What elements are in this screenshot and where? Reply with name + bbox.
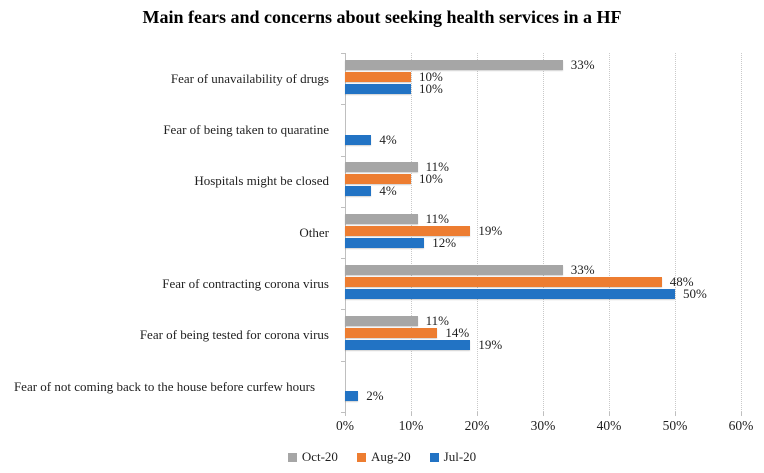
- value-axis-tick: [411, 412, 412, 416]
- x-tick-label: 60%: [728, 418, 754, 433]
- category-label: Other: [299, 224, 329, 240]
- data-label: 4%: [379, 183, 397, 199]
- legend-swatch: [356, 452, 366, 462]
- value-gridline: [675, 53, 676, 412]
- category-label: Hospitals might be closed: [194, 173, 329, 189]
- value-gridline: [543, 53, 544, 412]
- data-label: 33%: [570, 56, 595, 72]
- value-gridline: [741, 53, 742, 412]
- bar-oct-20: [345, 264, 563, 275]
- x-tick-label: 30%: [530, 418, 556, 433]
- value-axis-tick: [609, 412, 610, 416]
- value-gridline: [477, 53, 478, 412]
- legend: Oct-20 Aug-20 Jul-20: [0, 449, 764, 465]
- category-axis-tick: [341, 360, 345, 362]
- data-label: 2%: [366, 388, 384, 404]
- data-label: 11%: [425, 313, 449, 329]
- data-label: 19%: [478, 337, 503, 353]
- data-label: 4%: [379, 131, 397, 147]
- x-tick-label: 40%: [596, 418, 622, 433]
- legend-label: Aug-20: [370, 449, 411, 464]
- category-axis-tick: [341, 155, 345, 157]
- bar-aug-20: [345, 225, 471, 236]
- legend-item-oct-20: Oct-20: [287, 449, 338, 465]
- bar-jul-20: [345, 134, 372, 145]
- chart-title: Main fears and concerns about seeking he…: [142, 7, 622, 27]
- bar-jul-20: [345, 186, 372, 197]
- data-label: 10%: [419, 171, 443, 187]
- category-axis-tick: [341, 104, 345, 106]
- category-axis-tick: [341, 206, 345, 208]
- data-label: 50%: [683, 285, 707, 301]
- bar-jul-20: [345, 391, 359, 402]
- bar-oct-20: [345, 162, 418, 173]
- value-axis-tick: [543, 412, 544, 416]
- bar-jul-20: [345, 288, 675, 299]
- bar-jul-20: [345, 83, 411, 94]
- bar-aug-20: [345, 276, 662, 287]
- legend-swatch: [287, 452, 297, 462]
- x-tick-label: 0%: [336, 418, 354, 433]
- legend-item-jul-20: Jul-20: [429, 449, 477, 465]
- data-label: 12%: [432, 234, 457, 250]
- category-axis-tick: [341, 309, 345, 311]
- legend-label: Jul-20: [443, 449, 477, 464]
- category-axis-tick: [341, 258, 345, 260]
- data-label: 33%: [570, 261, 595, 277]
- bar-oct-20: [345, 59, 563, 70]
- x-tick-label: 10%: [398, 418, 424, 433]
- data-label: 19%: [478, 222, 503, 238]
- data-label: 11%: [425, 210, 449, 226]
- data-label: 11%: [425, 159, 449, 175]
- value-gridline: [609, 53, 610, 412]
- bar-aug-20: [345, 174, 411, 185]
- value-axis-tick: [345, 412, 346, 416]
- value-axis-tick: [741, 412, 742, 416]
- legend-item-aug-20: Aug-20: [356, 449, 411, 465]
- bar-aug-20: [345, 71, 411, 82]
- category-axis-tick: [341, 53, 345, 54]
- data-label: 10%: [419, 68, 443, 84]
- bar-jul-20: [345, 237, 425, 248]
- bar-jul-20: [345, 340, 471, 351]
- value-axis-tick: [477, 412, 478, 416]
- category-label: Fear of being taken to quaratine: [163, 122, 329, 138]
- legend-swatch: [429, 452, 439, 462]
- legend-label: Oct-20: [301, 449, 338, 464]
- x-tick-label: 20%: [464, 418, 490, 433]
- data-label: 10%: [419, 80, 443, 96]
- bar-oct-20: [345, 316, 418, 327]
- bar-oct-20: [345, 213, 418, 224]
- category-label: Fear of not coming back to the house bef…: [13, 378, 316, 394]
- data-label: 14%: [445, 325, 470, 341]
- category-label: Fear of unavailability of drugs: [170, 70, 329, 86]
- category-label: Fear of contracting corona virus: [162, 276, 329, 292]
- data-label: 48%: [669, 273, 694, 289]
- category-label: Fear of being tested for corona virus: [139, 327, 329, 343]
- value-axis-tick: [675, 412, 676, 416]
- bar-aug-20: [345, 328, 438, 339]
- category-axis-tick: [341, 412, 345, 413]
- x-tick-label: 50%: [662, 418, 688, 433]
